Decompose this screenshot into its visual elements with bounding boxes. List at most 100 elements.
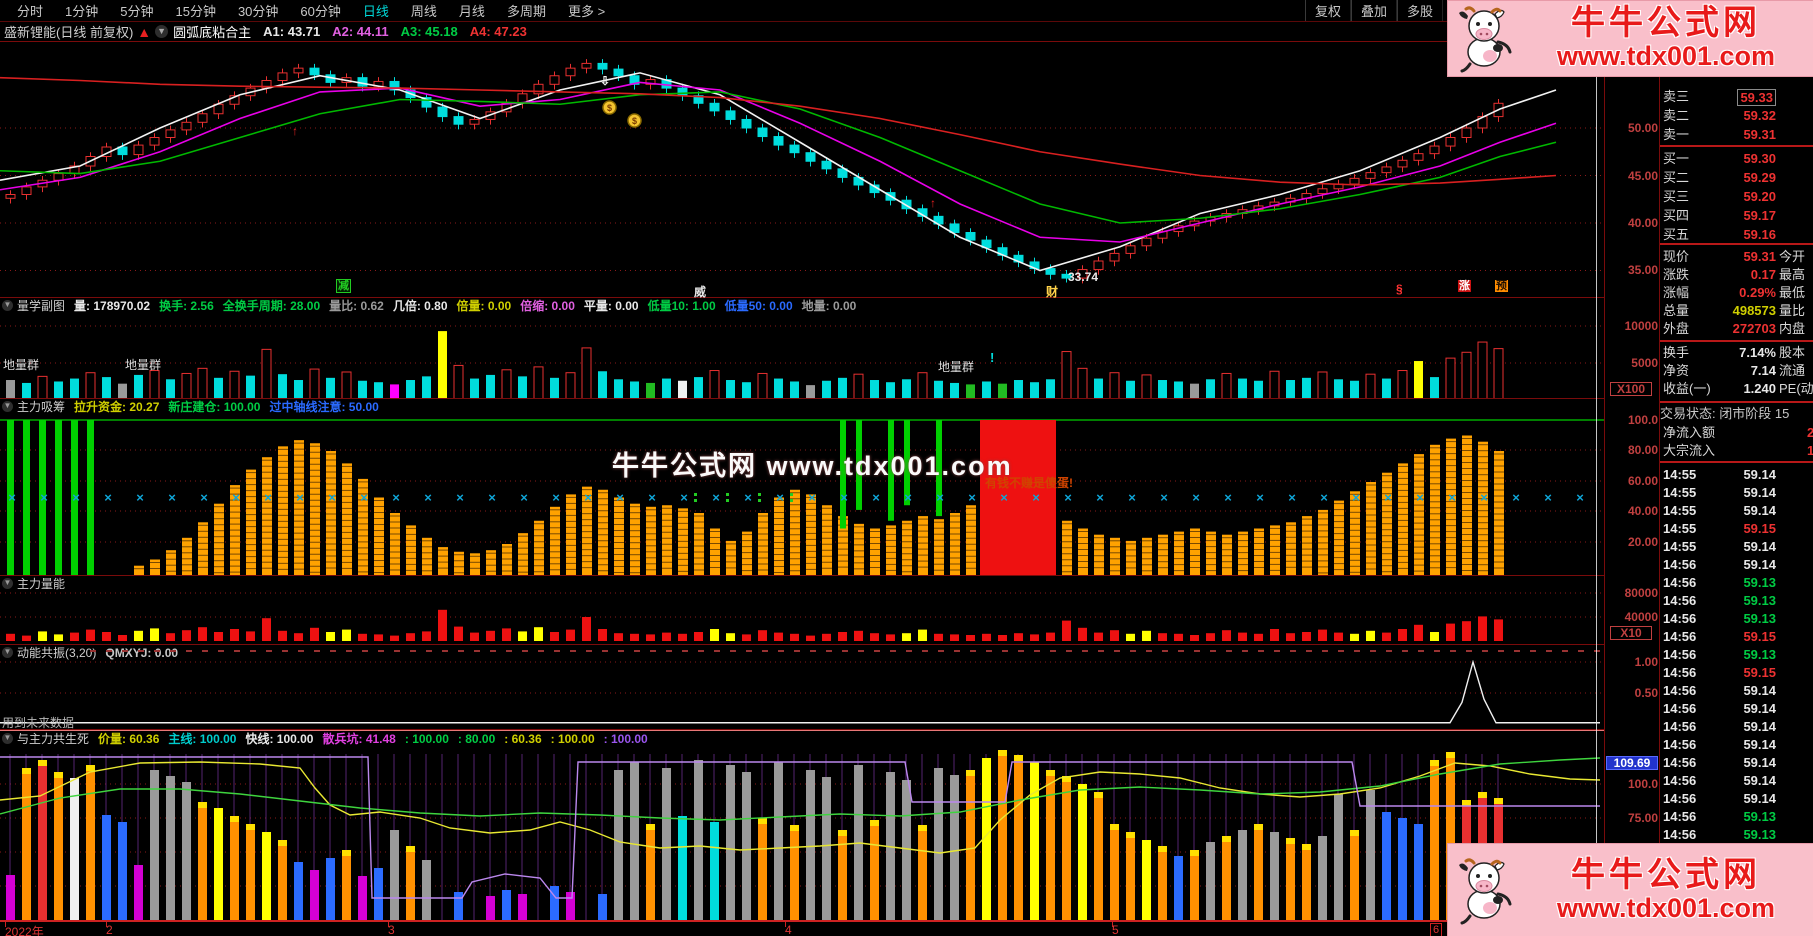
menu-item-3[interactable]: 15分钟 [175,4,216,19]
svg-text:×: × [552,490,560,505]
momentum-resonance-chart[interactable] [0,659,1604,730]
tick-row-7: 14:56 59.13 [1660,592,1813,610]
svg-text:×: × [328,490,336,505]
axis-label-boxed: 6 [1430,923,1443,936]
row-label: 总量 [1663,303,1690,318]
svg-text:×: × [712,490,720,505]
panel-field-2: 过中轴线注意: 50.00 [269,400,379,414]
menu-item-1[interactable]: 1分钟 [65,4,99,19]
menu-item-0[interactable]: 分时 [17,4,44,19]
chevron-down-icon[interactable]: ▼ [155,25,169,38]
svg-text:×: × [1000,490,1008,505]
panel-field-1: 换手: 2.56 [159,299,214,313]
svg-text:×: × [1544,490,1552,505]
volume-group-label-0: 地量群 [3,358,40,372]
banner-site-name: 牛牛公式网 [1571,856,1761,895]
main-force-energy-chart[interactable] [0,590,1604,645]
menu-item-5[interactable]: 60分钟 [300,4,341,19]
tick-time: 14:55 [1663,521,1697,536]
menu-item-2[interactable]: 5分钟 [120,4,154,19]
scale-kline-2: 40.00 [1627,216,1658,230]
tick-row-4: 14:55 59.14 [1660,538,1813,556]
collapse-chevron-icon[interactable]: ▼ [2,300,13,311]
collapse-chevron-icon[interactable]: ▼ [2,401,13,412]
scale-liangneng-2: X10 [1610,626,1652,640]
tick-price: 59.15 [1743,665,1776,680]
collapse-chevron-icon[interactable]: ▼ [2,647,13,658]
menu-item-6[interactable]: 日线 [362,4,389,19]
svg-text:×: × [1064,490,1072,505]
svg-text:×: × [264,490,272,505]
row-label: 现价 [1663,249,1690,264]
row-label: 卖三 [1663,89,1690,104]
row-label: 买三 [1663,189,1690,204]
collapse-chevron-icon[interactable]: ▼ [2,578,13,589]
scale-kline-1: 45.00 [1627,169,1658,183]
svg-text:×: × [8,490,16,505]
row-value: 0.29% [1739,285,1776,300]
row-label: 买二 [1663,170,1690,185]
tick-price: 59.14 [1743,503,1776,518]
tick-time: 14:55 [1663,539,1697,554]
axis-label-0: 2022年 [5,925,44,936]
banner-site-url: www.tdx001.com [1556,893,1776,924]
sidebar-separator [1660,401,1813,403]
live-with-main-force-chart[interactable] [0,746,1604,922]
scale-kline-0: 50.00 [1627,121,1658,135]
panel-field-7: 平量: 0.00 [583,299,639,313]
svg-text:×: × [1160,490,1168,505]
tick-time: 14:56 [1663,719,1697,734]
ask-row-2: 卖一 59.31 [1660,126,1813,144]
momentum-resonance-chart-svg [0,659,1604,724]
collapse-chevron-icon[interactable]: ▼ [2,733,13,744]
row-value: 7.14 [1750,363,1776,378]
svg-text:×: × [648,490,656,505]
panel-separator [0,297,1604,298]
panel-field-2: 全换手周期: 28.00 [222,299,321,313]
menu-item-9[interactable]: 多周期 [506,4,546,19]
svg-text:×: × [744,490,752,505]
axis-tick [785,921,786,927]
svg-text:×: × [488,490,496,505]
ad-banner-top[interactable]: 牛牛公式网 www.tdx001.com [1447,0,1813,77]
volume-group-label-2: 地量群 [938,360,975,374]
tick-time: 14:56 [1663,737,1697,752]
tick-time: 14:56 [1663,791,1697,806]
tick-row-13: 14:56 59.14 [1660,700,1813,718]
panel-field-9: 低量50: 0.00 [724,299,793,313]
volume-chart[interactable] [0,313,1604,400]
panel-header-volume: ▼ 量学副图 量: 178970.02 换手: 2.56 全换手周期: 28.00 量比:… [0,298,1604,313]
scale-volume-1: 5000 [1631,356,1658,370]
row-label2: 股本 [1779,345,1806,360]
panel-field-4: 几倍: 0.80 [392,299,448,313]
menu-item-8[interactable]: 月线 [458,4,485,19]
stat-row-换手: 换手 7.14% 股本 [1660,344,1813,362]
svg-text:×: × [1032,490,1040,505]
svg-text:×: × [936,490,944,505]
panel-title: 主力量能 [17,577,66,591]
kline-mark-0: 减 [336,279,351,293]
tick-price: 59.13 [1743,611,1776,626]
ad-banner-bottom[interactable]: 牛牛公式网 www.tdx001.com [1447,843,1813,936]
svg-text:×: × [168,490,176,505]
svg-text:×: × [456,490,464,505]
tick-row-6: 14:56 59.13 [1660,574,1813,592]
tick-row-5: 14:56 59.14 [1660,556,1813,574]
menu-item-10[interactable]: 更多 > [567,4,606,19]
kline-chart[interactable] [0,42,1604,297]
menu-button-2[interactable]: 多股 [1396,0,1443,21]
kline-mark-9: ⇩ [600,74,611,88]
menu-button-1[interactable]: 叠加 [1350,0,1397,21]
main-force-energy-chart-svg [0,592,1604,641]
panel-field-6: : 60.36 [504,731,542,746]
scale-xichou-0: 100.0 [1627,413,1658,427]
tick-price: 59.13 [1743,827,1776,842]
tick-time: 14:56 [1663,557,1697,572]
tick-time: 14:56 [1663,575,1697,590]
menu-item-4[interactable]: 30分钟 [237,4,279,19]
panel-header-dongneng: ▼ 动能共振(3,20) QMXYJ: 0.00 [0,645,1604,660]
menu-item-7[interactable]: 周线 [410,4,437,19]
main-force-accumulation-chart[interactable]: × × × × × × × × × × × × × × × × × × × × × × × × × × × × × × × × × × × × × × × ×… [0,413,1604,576]
menu-button-0[interactable]: 复权 [1304,0,1351,21]
scale-xichou-1: 80.00 [1627,443,1658,457]
